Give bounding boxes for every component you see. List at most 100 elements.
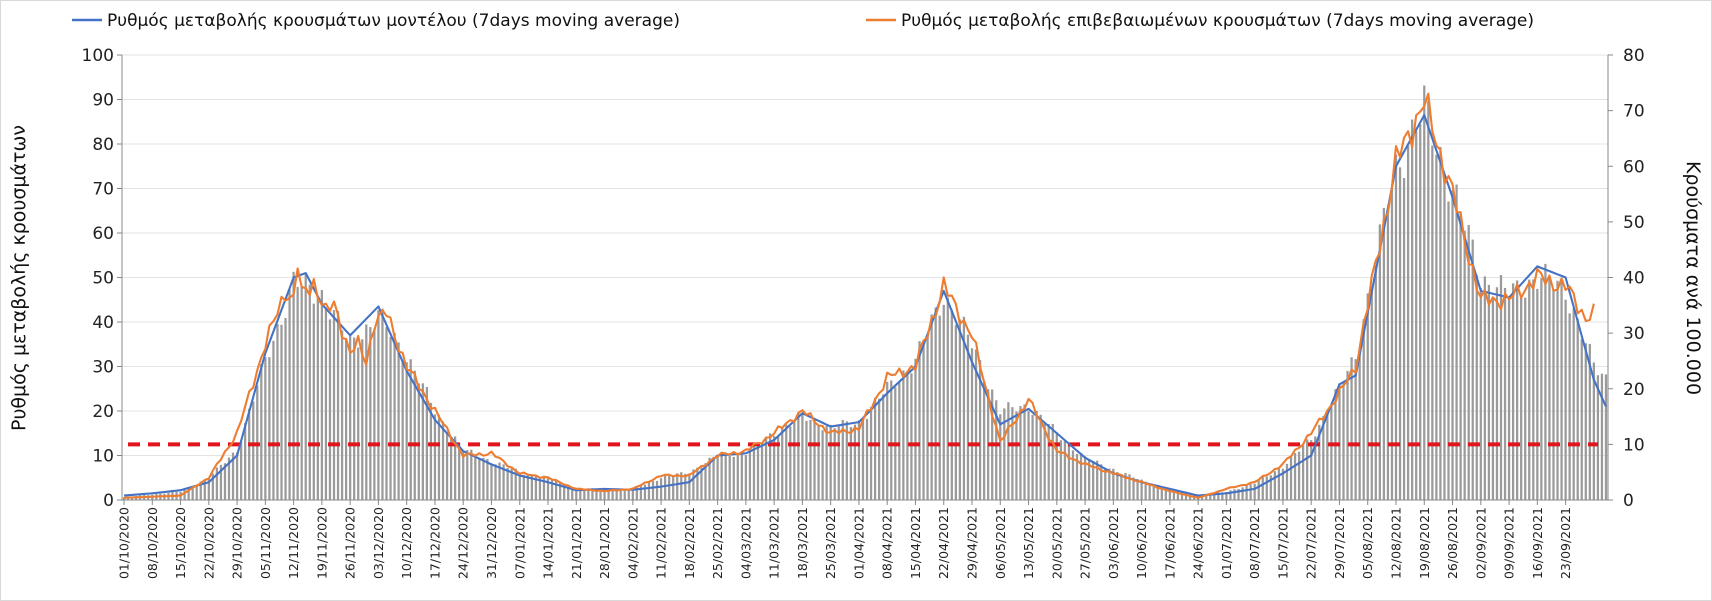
bar <box>437 415 441 500</box>
bar <box>571 487 574 500</box>
bar <box>801 413 804 500</box>
bar <box>744 455 748 500</box>
bar <box>672 475 675 500</box>
x-tick-label: 22/04/2021 <box>936 507 951 579</box>
bar <box>906 371 909 500</box>
bar <box>857 420 861 500</box>
bar <box>1580 339 1583 500</box>
bar <box>328 319 332 500</box>
x-tick-label: 04/02/2021 <box>625 507 640 579</box>
x-tick-label: 16/09/2021 <box>1530 507 1545 579</box>
legend: Ρυθμός μεταβολής κρουσμάτων μοντέλου (7d… <box>72 11 1534 31</box>
bar <box>1120 473 1123 500</box>
left-tick-label: 100 <box>82 46 114 66</box>
bar <box>1237 488 1240 500</box>
bar <box>413 370 416 500</box>
bar <box>1035 410 1038 500</box>
x-tick-label: 22/07/2021 <box>1304 507 1319 579</box>
bar <box>1225 491 1228 500</box>
bar <box>1524 297 1527 500</box>
bar <box>1039 414 1042 500</box>
bar <box>433 414 437 500</box>
bar <box>970 348 974 500</box>
bar <box>635 486 638 500</box>
right-tick-label: 20 <box>1623 380 1645 400</box>
bar <box>340 330 344 500</box>
bar <box>478 458 481 500</box>
bar <box>607 489 610 500</box>
bar <box>1209 494 1212 500</box>
bar <box>1592 362 1595 500</box>
right-axis-title: Κρούσματα ανά 100.000 <box>1682 161 1704 395</box>
left-tick-label: 10 <box>92 447 114 467</box>
bar <box>357 347 360 500</box>
bar <box>385 327 388 500</box>
bar <box>1463 230 1466 500</box>
bar <box>655 480 659 500</box>
bar <box>1479 288 1482 500</box>
right-tick-label: 10 <box>1623 435 1645 455</box>
bar <box>425 386 429 500</box>
bar <box>777 435 780 500</box>
bar <box>1443 173 1446 500</box>
legend-label-model: Ρυθμός μεταβολής κρουσμάτων μοντέλου (7d… <box>107 11 680 31</box>
bar <box>320 290 324 500</box>
bar <box>817 425 820 500</box>
x-tick-label: 15/04/2021 <box>908 507 923 579</box>
bar <box>1314 436 1317 500</box>
bar <box>740 452 743 500</box>
bar <box>260 364 263 500</box>
bar <box>231 452 235 500</box>
bar <box>336 311 340 500</box>
bar <box>1055 432 1058 500</box>
bar <box>603 488 606 500</box>
bar <box>926 334 929 500</box>
bar <box>1293 453 1297 500</box>
bar <box>659 478 663 500</box>
bar <box>514 468 517 500</box>
bar <box>1394 154 1398 500</box>
bar <box>1277 468 1281 500</box>
bar <box>389 336 392 500</box>
bar <box>227 457 231 500</box>
bar <box>1370 286 1373 500</box>
bar <box>1487 284 1491 500</box>
x-tick-label: 24/06/2021 <box>1191 507 1206 579</box>
bar <box>1124 473 1127 500</box>
bar <box>720 453 723 500</box>
bar <box>1584 343 1587 500</box>
bar <box>853 424 857 500</box>
bar <box>1346 370 1349 500</box>
bar <box>1503 287 1507 500</box>
bar <box>567 486 570 500</box>
bar <box>1318 424 1321 500</box>
bar <box>1180 491 1184 500</box>
bar <box>1568 313 1571 500</box>
bar <box>401 360 404 500</box>
bar <box>506 468 509 500</box>
bar <box>1415 130 1418 501</box>
x-tick-label: 06/05/2021 <box>993 507 1008 579</box>
bar <box>1516 280 1519 500</box>
bar <box>809 419 812 500</box>
bar <box>1532 279 1535 500</box>
bar <box>1289 456 1293 500</box>
bar <box>627 489 630 500</box>
bar <box>918 341 921 500</box>
x-tick-label: 05/11/2020 <box>258 507 273 579</box>
bar <box>546 476 550 500</box>
x-tick-label: 11/03/2021 <box>767 507 782 579</box>
legend-item-model: Ρυθμός μεταβολής κρουσμάτων μοντέλου (7d… <box>72 11 680 31</box>
bar <box>1354 359 1357 500</box>
bar <box>1083 456 1087 500</box>
bar <box>1168 488 1172 500</box>
bar <box>449 436 453 500</box>
bar <box>215 467 219 500</box>
bar <box>1059 440 1062 500</box>
bar <box>264 357 267 500</box>
x-tick-label: 03/12/2020 <box>371 507 386 579</box>
bar <box>958 319 962 500</box>
bar <box>878 398 881 500</box>
bar <box>1221 492 1224 500</box>
bar <box>1596 375 1600 500</box>
